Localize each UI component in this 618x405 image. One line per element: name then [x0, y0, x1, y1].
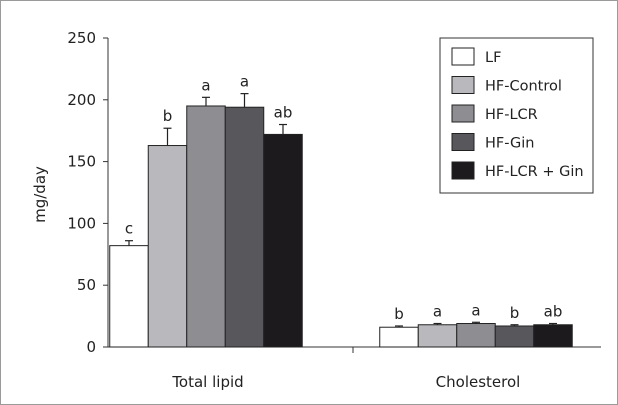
significance-label: b	[163, 107, 173, 125]
y-tick-label: 150	[67, 153, 96, 171]
legend-label: LF	[485, 50, 501, 66]
y-tick-label: 250	[67, 29, 96, 47]
x-category-label: Total lipid	[171, 373, 243, 391]
legend-label: HF-Control	[485, 79, 562, 95]
significance-label: a	[471, 301, 480, 319]
significance-label: b	[510, 304, 520, 322]
significance-label: a	[240, 73, 249, 91]
bar	[417, 324, 458, 348]
legend-label: HF-LCR + Gin	[485, 164, 584, 180]
significance-label: b	[394, 305, 404, 323]
x-category-label: Cholesterol	[436, 373, 521, 391]
significance-label: ab	[544, 303, 563, 321]
y-tick-label: 200	[67, 91, 96, 109]
legend-swatch	[451, 47, 475, 66]
bar	[494, 325, 535, 348]
y-axis-title: mg/day	[31, 166, 49, 223]
bar	[147, 145, 188, 348]
significance-label: a	[201, 76, 210, 94]
y-tick-label: 100	[67, 214, 96, 232]
legend-label: HF-LCR	[485, 107, 538, 123]
y-tick-label: 0	[86, 338, 96, 356]
bar	[533, 324, 573, 348]
bar	[456, 323, 496, 348]
y-tick-label: 50	[77, 276, 96, 294]
significance-label: a	[433, 303, 442, 321]
bar	[263, 133, 303, 348]
significance-label: c	[125, 220, 133, 238]
significance-label: ab	[274, 104, 293, 122]
bar	[224, 106, 265, 348]
legend-swatch	[451, 133, 475, 151]
legend-swatch	[451, 161, 475, 180]
legend-swatch	[451, 104, 475, 123]
legend-label: HF-Gin	[485, 136, 534, 152]
legend-swatch	[451, 76, 475, 94]
bar	[186, 105, 226, 348]
bar	[109, 245, 149, 348]
bar	[379, 326, 419, 348]
